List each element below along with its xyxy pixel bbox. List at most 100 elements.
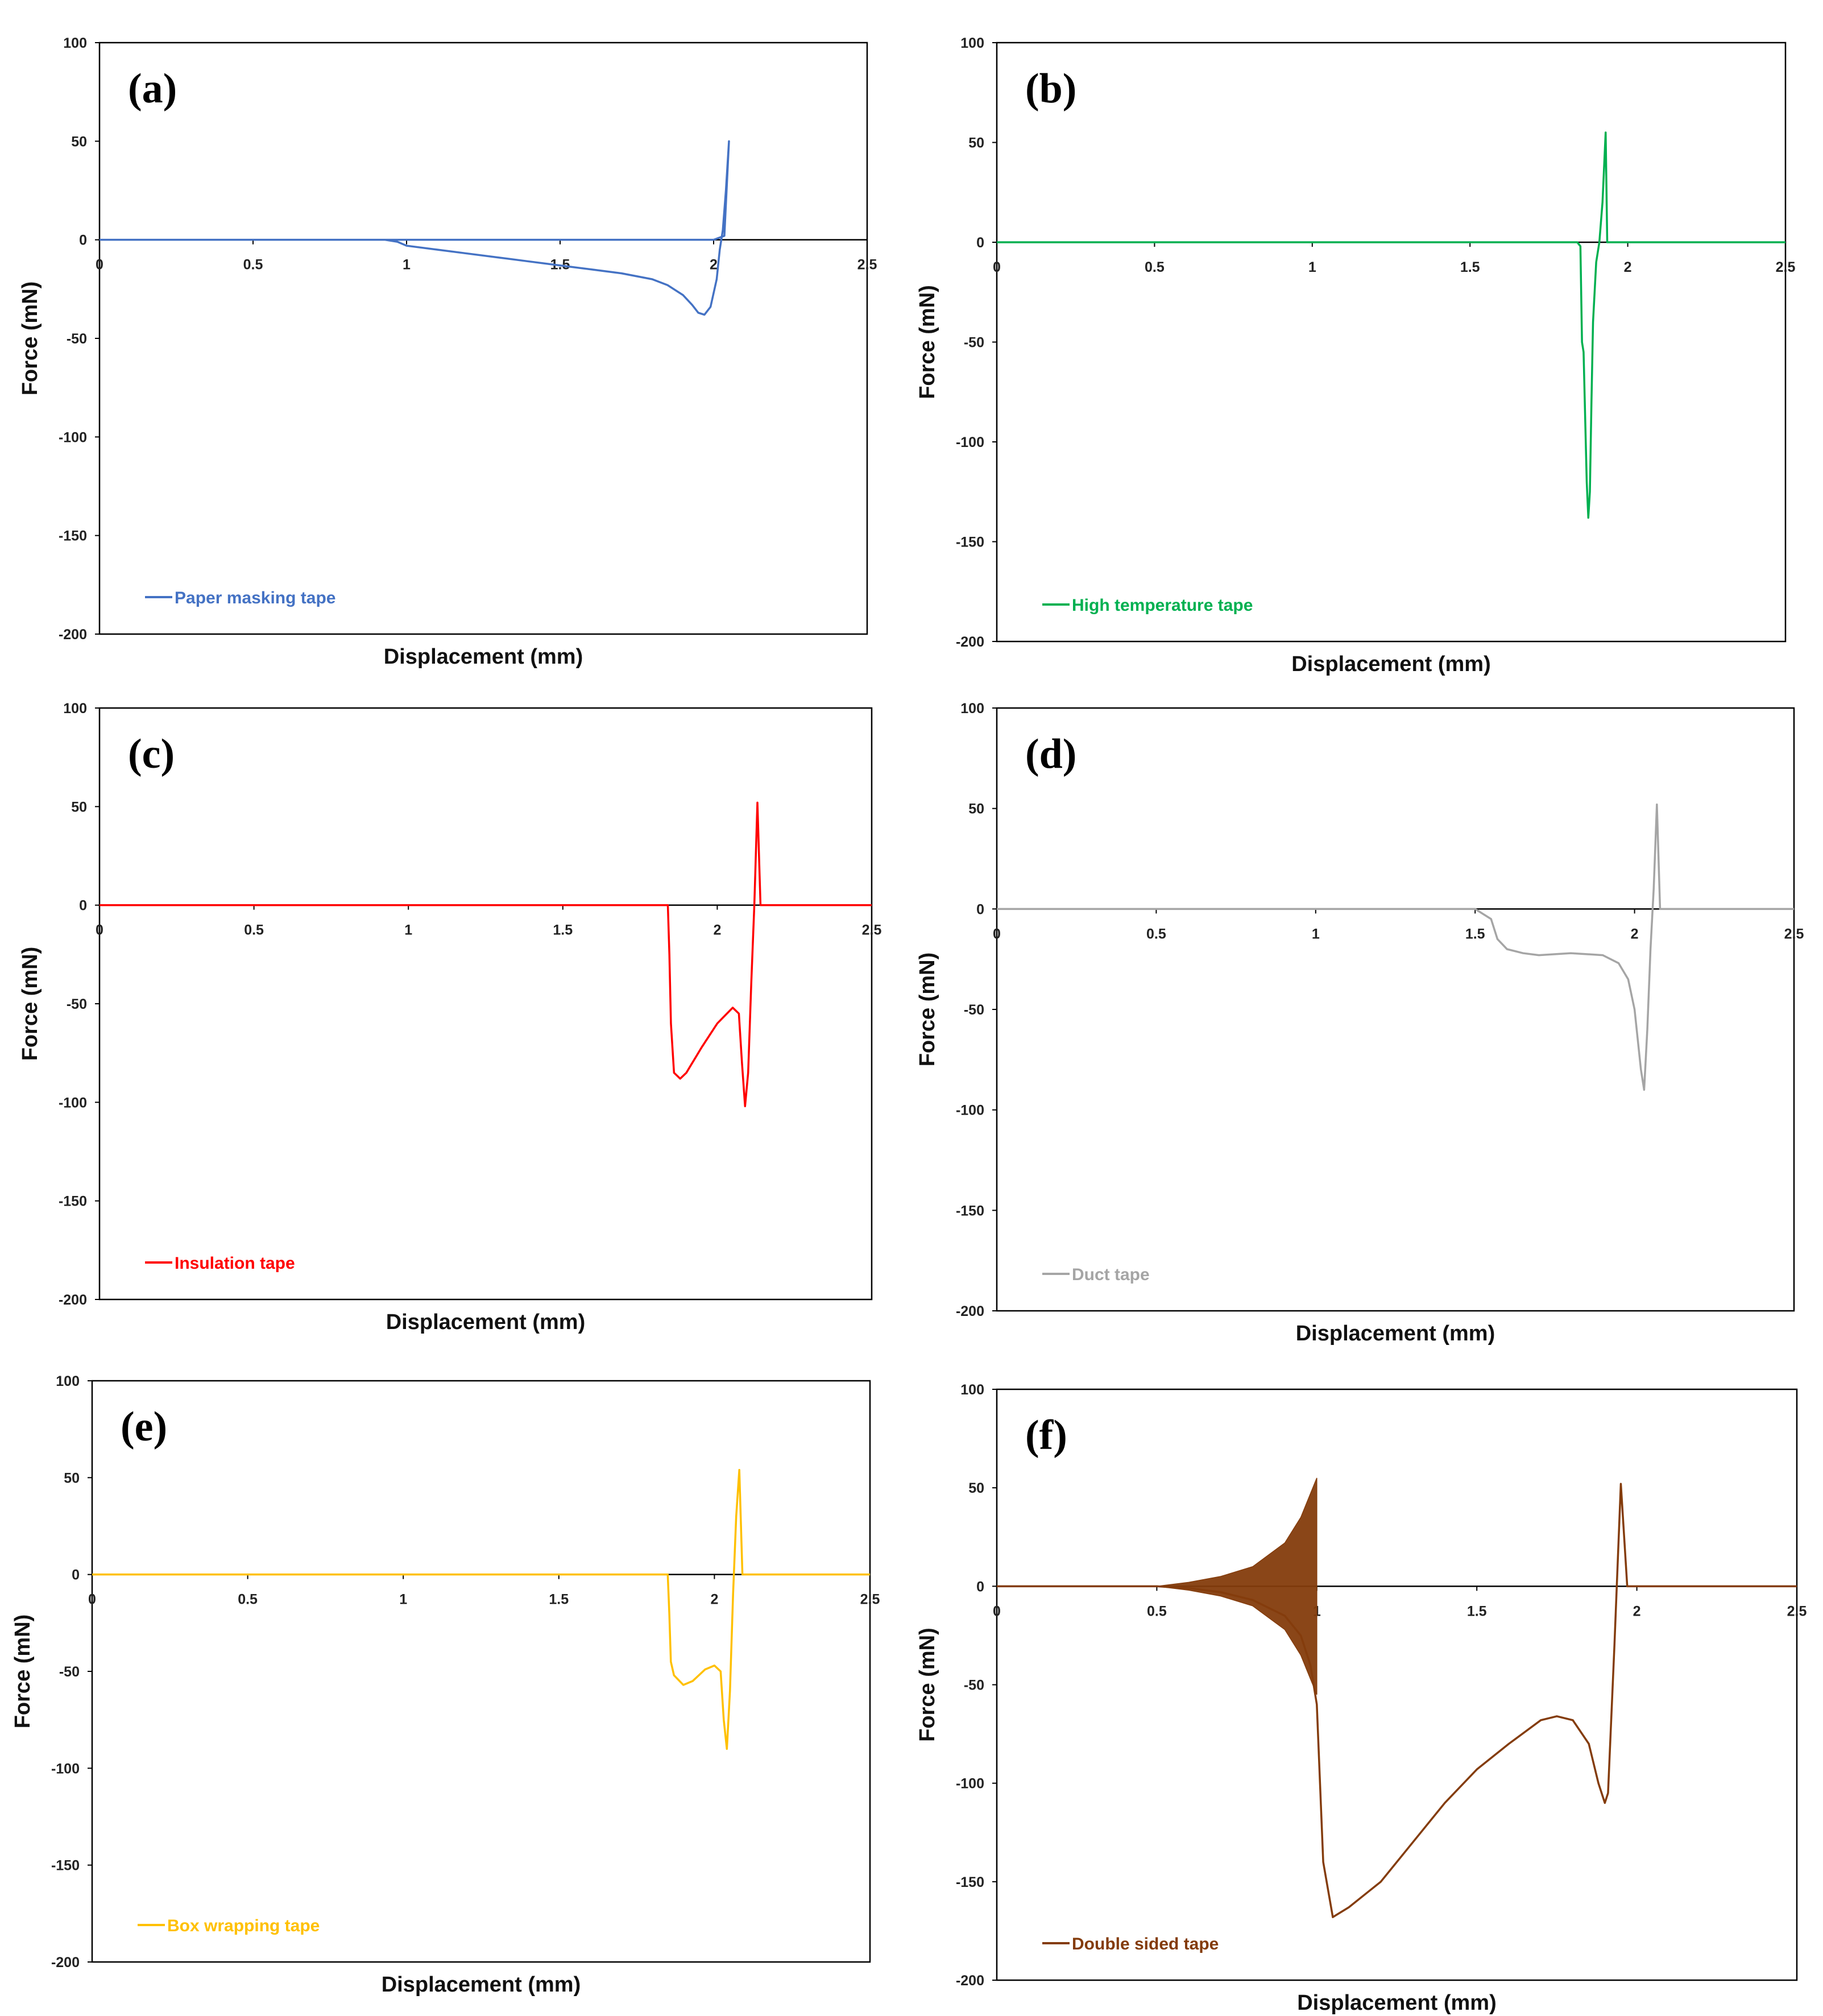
y-tick-label: -50 xyxy=(67,331,87,347)
y-tick-label: 100 xyxy=(56,1373,80,1389)
panel-label: (b) xyxy=(1025,65,1076,112)
x-tick-label: 2 xyxy=(1631,926,1639,942)
plot-area xyxy=(996,707,1795,1312)
legend-label: Paper masking tape xyxy=(175,589,335,607)
y-tick-label: -100 xyxy=(956,1776,984,1792)
x-tick-label: 1 xyxy=(399,1592,407,1608)
x-tick-label: 1.5 xyxy=(553,922,573,938)
x-tick-label: 1.5 xyxy=(1460,259,1480,275)
y-tick-label: 100 xyxy=(63,35,87,51)
plot-area xyxy=(91,1380,871,1963)
y-tick-label: -150 xyxy=(59,1194,87,1210)
x-tick-label: 2 xyxy=(1633,1603,1641,1619)
y-tick-label: 50 xyxy=(71,799,87,815)
x-tick-label: 1 xyxy=(404,922,412,938)
x-tick-label: 0 xyxy=(993,259,1001,275)
y-tick-label: -150 xyxy=(956,535,984,550)
y-tick-label: -200 xyxy=(956,634,984,650)
y-tick-label: 50 xyxy=(64,1470,80,1486)
x-axis-title: Displacement (mm) xyxy=(382,1973,581,1997)
y-tick-label: 50 xyxy=(968,135,984,151)
x-tick-label: 2.5 xyxy=(857,257,877,273)
y-tick-label: 0 xyxy=(79,233,87,249)
y-tick-label: 50 xyxy=(968,801,984,817)
legend-label: Insulation tape xyxy=(175,1254,295,1273)
x-tick-label: 0.5 xyxy=(1146,926,1166,942)
x-tick-label: 0.5 xyxy=(244,922,264,938)
y-tick-label: -50 xyxy=(964,335,984,351)
y-axis-title: Force (mN) xyxy=(915,285,939,399)
y-tick-label: 50 xyxy=(968,1480,984,1496)
x-axis-title: Displacement (mm) xyxy=(384,645,583,669)
y-tick-label: 100 xyxy=(960,701,984,717)
x-tick-label: 0 xyxy=(88,1592,96,1608)
x-tick-label: 2.5 xyxy=(1787,1603,1807,1619)
series-line xyxy=(997,803,1794,1091)
y-tick-label: -50 xyxy=(59,1664,80,1680)
chart-panel: 00.511.522.5100500-50-100-150-200Displac… xyxy=(915,1382,1807,2015)
y-tick-label: -200 xyxy=(956,1303,984,1319)
x-tick-label: 2 xyxy=(1624,259,1632,275)
panel-label: (d) xyxy=(1025,731,1076,777)
y-tick-label: 0 xyxy=(79,898,87,914)
x-tick-label: 0 xyxy=(993,926,1001,942)
x-tick-label: 1 xyxy=(1308,259,1316,275)
x-tick-label: 2 xyxy=(713,922,721,938)
y-tick-label: -200 xyxy=(956,1973,984,1989)
x-tick-label: 1.5 xyxy=(1467,1603,1487,1619)
y-tick-label: -50 xyxy=(964,1002,984,1018)
x-tick-label: 1.5 xyxy=(1465,926,1485,942)
y-tick-label: 0 xyxy=(976,901,984,917)
y-tick-label: -100 xyxy=(59,1095,87,1111)
legend-label: Box wrapping tape xyxy=(167,1916,320,1935)
x-tick-label: 0 xyxy=(96,257,103,273)
y-tick-label: -200 xyxy=(59,627,87,643)
y-tick-label: -50 xyxy=(964,1678,984,1694)
panel-label: (e) xyxy=(121,1404,167,1450)
y-tick-label: -200 xyxy=(59,1292,87,1308)
x-tick-label: 2.5 xyxy=(862,922,882,938)
y-tick-label: -150 xyxy=(956,1874,984,1890)
plot-area xyxy=(996,42,1787,643)
x-tick-label: 0 xyxy=(993,1603,1001,1619)
panel-label: (f) xyxy=(1025,1412,1067,1459)
y-tick-label: -150 xyxy=(956,1203,984,1219)
panel-label: (c) xyxy=(128,731,175,777)
series-line xyxy=(100,140,730,316)
y-tick-label: 0 xyxy=(72,1567,80,1583)
x-tick-label: 2 xyxy=(710,257,718,273)
x-tick-label: 0.5 xyxy=(238,1592,258,1608)
plot-area xyxy=(996,1388,1798,1981)
y-axis-title: Force (mN) xyxy=(18,282,42,396)
plot-area xyxy=(98,707,873,1301)
y-tick-label: 100 xyxy=(63,701,87,717)
y-tick-label: -100 xyxy=(59,429,87,445)
series-line xyxy=(997,131,1785,519)
y-tick-label: 0 xyxy=(976,1579,984,1595)
y-tick-label: 50 xyxy=(71,134,87,150)
x-tick-label: 1 xyxy=(403,257,411,273)
x-axis-title: Displacement (mm) xyxy=(1297,1991,1497,2015)
y-tick-label: 100 xyxy=(960,35,984,51)
x-axis-title: Displacement (mm) xyxy=(1296,1322,1495,1346)
series-line xyxy=(92,1468,870,1750)
x-tick-label: 0.5 xyxy=(1147,1603,1167,1619)
y-tick-label: -200 xyxy=(51,1955,80,1971)
series-line xyxy=(100,801,872,1108)
y-tick-label: -150 xyxy=(51,1858,80,1874)
plot-area xyxy=(98,42,868,635)
y-axis-title: Force (mN) xyxy=(18,947,42,1061)
legend-label: Double sided tape xyxy=(1072,1935,1219,1953)
y-tick-label: -100 xyxy=(956,434,984,450)
y-axis-title: Force (mN) xyxy=(915,953,939,1067)
x-tick-label: 2.5 xyxy=(1776,259,1796,275)
x-tick-label: 0.5 xyxy=(243,257,263,273)
oscillation-band xyxy=(1157,1477,1317,1695)
y-tick-label: -100 xyxy=(51,1761,80,1777)
x-tick-label: 0.5 xyxy=(1145,259,1165,275)
y-tick-label: -100 xyxy=(956,1103,984,1119)
